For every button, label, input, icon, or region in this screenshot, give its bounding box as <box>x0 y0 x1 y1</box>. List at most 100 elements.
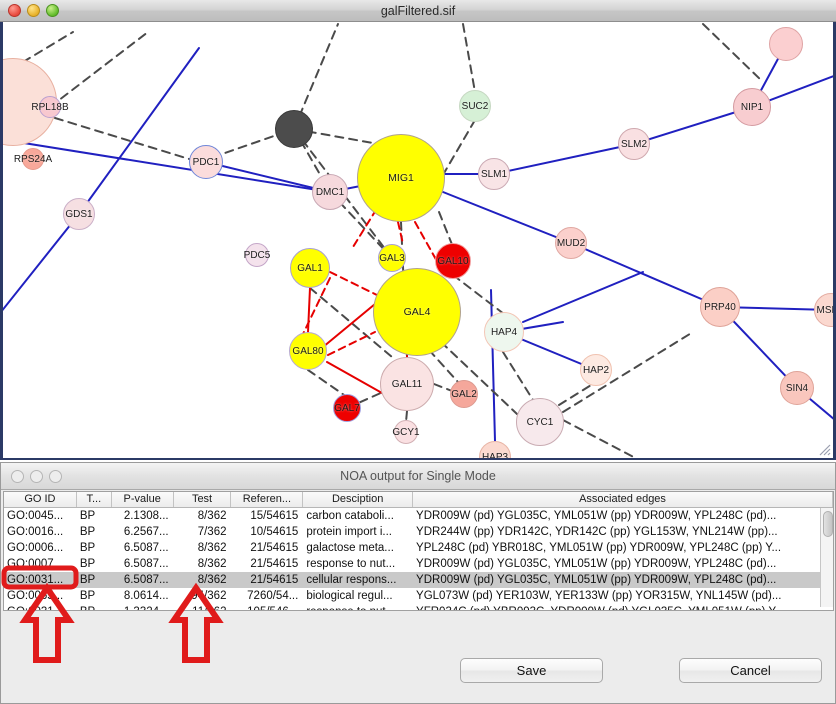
noa-traffic-lights[interactable] <box>11 470 62 483</box>
resize-grip-icon[interactable] <box>817 442 831 456</box>
cell-edges: YPL248C (pd) YBR018C, YML051W (pp) YDR00… <box>416 542 782 554</box>
cell-reference: 105/546... <box>231 604 303 610</box>
graph-node[interactable]: NIP1 <box>733 88 771 126</box>
cell-description: galactose meta... <box>306 542 394 554</box>
table-row[interactable]: GO:0031...BP1.3324...11/362105/546...res… <box>4 604 833 610</box>
table-row[interactable]: GO:0031... BP 6.5087... 8/362 21/54615 cellul… <box>4 572 833 588</box>
table-row[interactable]: GO:0045... BP 2.1308... 8/362 15/54615 carbon… <box>4 508 833 524</box>
cell-reference: 21/54615 <box>250 558 299 570</box>
graph-node-label: GCY1 <box>392 426 420 438</box>
table-row[interactable]: GO:0006... BP 6.5087... 8/362 21/54615 galact… <box>4 540 833 556</box>
graph-node[interactable]: SLM1 <box>478 158 510 190</box>
graph-node[interactable]: PDC5 <box>243 243 271 267</box>
traffic-lights[interactable] <box>8 4 59 17</box>
table-row[interactable]: GO:0016... BP 6.2567... 7/362 10/54615 protei… <box>4 524 833 540</box>
graph-node[interactable]: CYC1 <box>516 398 564 446</box>
table-row[interactable]: GO:0065... BP 8.0614... 94/362 7260/54... bio… <box>4 588 833 604</box>
graph-node[interactable]: SLM2 <box>618 128 650 160</box>
graph-node-label: CYC1 <box>526 416 554 428</box>
graph-node[interactable]: RPS24A <box>14 148 52 170</box>
cell-go-id: GO:0031... <box>4 604 77 610</box>
graph-node-label: GAL80 <box>292 345 324 357</box>
graph-node[interactable]: MUD2 <box>555 227 587 259</box>
graph-node-label: GDS1 <box>65 208 93 220</box>
cell-pvalue: 6.5087... <box>123 574 169 586</box>
cell-reference: 7260/54... <box>247 590 299 602</box>
close-icon[interactable] <box>11 470 24 483</box>
cell-edges: YDR009W (pd) YGL035C, YML051W (pp) YDR00… <box>416 558 777 570</box>
graph-node-label: HAP4 <box>490 326 518 338</box>
network-window: galFiltered.sif <box>0 0 836 460</box>
cell-test: 8/362 <box>197 558 227 570</box>
graph-node[interactable]: GAL1 <box>290 248 330 288</box>
save-button[interactable]: Save <box>460 658 603 683</box>
column-header-referen[interactable]: Referen... <box>231 492 304 507</box>
graph-node[interactable]: GAL80 <box>289 332 327 370</box>
graph-node-label: MIG1 <box>388 172 414 184</box>
column-header-go-id[interactable]: GO ID <box>4 492 77 507</box>
graph-node[interactable]: PDC1 <box>189 145 223 179</box>
graph-node[interactable]: GDS1 <box>63 198 95 230</box>
cell-go-id: GO:0031... <box>7 574 64 586</box>
cell-edges: YFR034C (pd) YBR093C, YDR009W (pd) YGL03… <box>413 604 833 610</box>
table-row[interactable]: GO:0007... BP 6.5087... 8/362 21/54615 respon… <box>4 556 833 572</box>
column-header-associated-edges[interactable]: Associated edges <box>413 492 833 507</box>
graph-node[interactable]: GAL2 <box>450 380 478 408</box>
graph-node[interactable] <box>769 27 803 61</box>
graph-node[interactable]: GAL4 <box>373 268 461 356</box>
scrollbar-thumb[interactable] <box>823 511 833 537</box>
graph-node[interactable]: PRP40 <box>700 287 740 327</box>
graph-node-label: HAP3 <box>481 451 509 460</box>
window-title: galFiltered.sif <box>380 4 456 18</box>
graph-node[interactable]: HAP2 <box>580 354 612 386</box>
noa-panel-title: NOA output for Single Mode <box>340 469 496 483</box>
cell-reference: 10/54615 <box>250 526 299 538</box>
cell-go-id: GO:0065... <box>7 590 64 602</box>
graph-node[interactable]: DMC1 <box>312 174 348 210</box>
graph-node-label: GAL2 <box>451 388 477 400</box>
graph-node[interactable] <box>275 110 313 148</box>
zoom-icon[interactable] <box>46 4 59 17</box>
cell-test: 94/362 <box>191 590 227 602</box>
column-header-test[interactable]: Test <box>174 492 232 507</box>
cell-go-id: GO:0016... <box>7 526 64 538</box>
column-header-t[interactable]: T... <box>77 492 112 507</box>
graph-node[interactable]: GCY1 <box>392 420 420 444</box>
close-icon[interactable] <box>8 4 21 17</box>
window-titlebar[interactable]: galFiltered.sif <box>0 0 836 22</box>
zoom-icon[interactable] <box>49 470 62 483</box>
cell-pvalue: 2.1308... <box>123 510 169 522</box>
noa-titlebar[interactable]: NOA output for Single Mode <box>1 463 835 490</box>
table-header-row[interactable]: GO ID T... P-value Test Referen... Desciption… <box>4 492 833 508</box>
graph-node[interactable]: HAP4 <box>484 312 524 352</box>
cell-pvalue: 6.5087... <box>123 558 169 570</box>
graph-node[interactable]: GAL3 <box>378 244 406 272</box>
graph-node[interactable]: SIN4 <box>780 371 814 405</box>
table-vertical-scrollbar[interactable] <box>820 508 833 607</box>
graph-node-label: GAL7 <box>334 402 360 414</box>
cell-description: cellular respons... <box>306 574 397 586</box>
graph-node[interactable]: GAL7 <box>333 394 361 422</box>
graph-node-label: PDC5 <box>243 249 271 261</box>
cell-test: 8/362 <box>197 510 227 522</box>
graph-node-label: SUC2 <box>461 100 489 112</box>
cell-reference: 21/54615 <box>250 542 299 554</box>
graph-node-label: SIN4 <box>785 382 809 394</box>
graph-node-label: PRP40 <box>704 301 736 313</box>
graph-node[interactable]: GAL11 <box>380 357 434 411</box>
noa-output-panel: NOA output for Single Mode GO ID T... P-va… <box>0 462 836 704</box>
graph-node[interactable]: RPL18B <box>31 96 69 118</box>
noa-results-table[interactable]: GO ID T... P-value Test Referen... Desciption… <box>3 491 834 611</box>
column-header-p-value[interactable]: P-value <box>112 492 174 507</box>
network-canvas-container[interactable]: RPL18B RPS24A GDS1 PDC1 PDC5 SUC2 DMC1 MIG1 SLM1… <box>0 22 836 460</box>
graph-node[interactable]: MIG1 <box>357 134 445 222</box>
graph-node[interactable]: SUC2 <box>459 90 491 122</box>
minimize-icon[interactable] <box>30 470 43 483</box>
table-body[interactable]: GO:0045... BP 2.1308... 8/362 15/54615 carbon… <box>4 508 833 610</box>
column-header-desciption[interactable]: Desciption <box>303 492 414 507</box>
graph-node[interactable]: GAL10 <box>435 243 471 279</box>
minimize-icon[interactable] <box>27 4 40 17</box>
graph-node-label: NIP1 <box>740 101 764 113</box>
cancel-button[interactable]: Cancel <box>679 658 822 683</box>
